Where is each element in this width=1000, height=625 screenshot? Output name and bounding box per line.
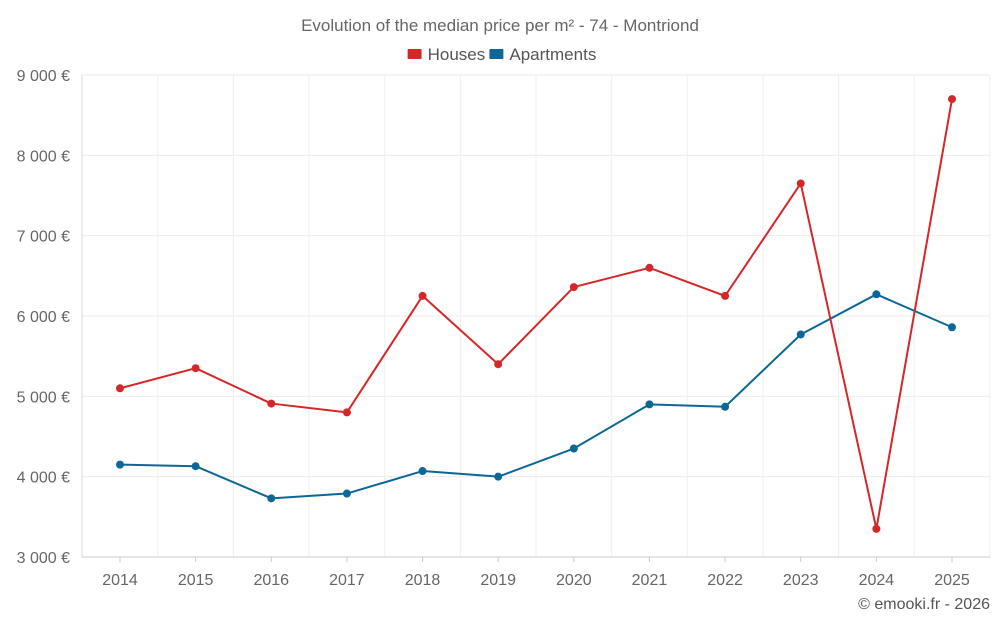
x-tick-label: 2020 — [556, 572, 592, 589]
data-point-houses[interactable] — [191, 364, 200, 373]
legend-label-apartments[interactable]: Apartments — [509, 45, 596, 64]
y-tick-label: 5 000 € — [17, 389, 70, 406]
data-point-apartments[interactable] — [191, 462, 200, 471]
data-point-houses[interactable] — [342, 408, 351, 417]
data-point-apartments[interactable] — [872, 290, 881, 299]
data-point-houses[interactable] — [796, 179, 805, 188]
data-point-houses[interactable] — [494, 360, 503, 369]
data-point-apartments[interactable] — [116, 460, 124, 469]
y-tick-label: 4 000 € — [17, 470, 70, 487]
x-tick-label: 2021 — [632, 572, 668, 589]
data-point-houses[interactable] — [267, 399, 276, 408]
data-point-apartments[interactable] — [721, 402, 730, 411]
x-tick-label: 2014 — [102, 572, 138, 589]
data-point-houses[interactable] — [116, 384, 124, 393]
legend: Houses Apartments — [407, 45, 596, 64]
data-point-houses[interactable] — [872, 524, 881, 533]
legend-swatch-apartments — [489, 49, 504, 59]
y-tick-label: 3 000 € — [17, 550, 70, 567]
data-point-apartments[interactable] — [569, 444, 578, 453]
y-tick-label: 9 000 € — [17, 68, 70, 85]
x-tick-label: 2016 — [253, 572, 289, 589]
x-tick-label: 2017 — [329, 572, 365, 589]
data-point-houses[interactable] — [418, 291, 427, 300]
series-line-houses — [119, 98, 953, 530]
axes: 3 000 € 4 000 € 5 000 € 6 000 € 7 000 € 8 000… — [17, 68, 990, 589]
x-tick-label: 2024 — [859, 572, 895, 589]
y-tick-label: 7 000 € — [17, 229, 70, 246]
chart-title: Evolution of the median price per m² - 7… — [301, 16, 699, 35]
data-point-apartments[interactable] — [418, 467, 427, 476]
grid — [81, 74, 991, 558]
data-point-apartments[interactable] — [796, 330, 805, 339]
data-point-houses[interactable] — [569, 283, 578, 292]
x-tick-label: 2022 — [707, 572, 743, 589]
data-point-apartments[interactable] — [948, 323, 956, 332]
data-point-houses[interactable] — [721, 291, 730, 300]
y-tick-label: 8 000 € — [17, 148, 70, 165]
x-tick-label: 2023 — [783, 572, 819, 589]
data-point-apartments[interactable] — [267, 494, 276, 503]
x-tick-label: 2019 — [480, 572, 516, 589]
data-point-apartments[interactable] — [342, 489, 351, 498]
data-point-apartments[interactable] — [645, 400, 654, 409]
series-layer — [116, 95, 956, 533]
y-tick-label: 6 000 € — [17, 309, 70, 326]
data-point-apartments[interactable] — [494, 472, 503, 481]
x-tick-label: 2025 — [934, 572, 970, 589]
legend-label-houses[interactable]: Houses — [428, 45, 486, 64]
x-tick-label: 2018 — [405, 572, 441, 589]
legend-swatch-houses — [407, 49, 422, 59]
data-point-houses[interactable] — [645, 263, 654, 272]
credit-text: © emooki.fr - 2026 — [858, 596, 990, 613]
series-line-apartments — [119, 293, 953, 500]
data-point-houses[interactable] — [948, 95, 956, 104]
x-tick-label: 2015 — [178, 572, 214, 589]
